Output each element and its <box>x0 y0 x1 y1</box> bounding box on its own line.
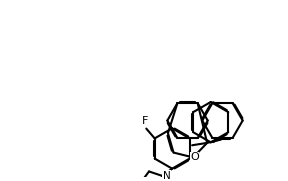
Text: O: O <box>190 152 199 162</box>
Text: N: N <box>163 171 170 181</box>
Text: F: F <box>142 116 148 126</box>
